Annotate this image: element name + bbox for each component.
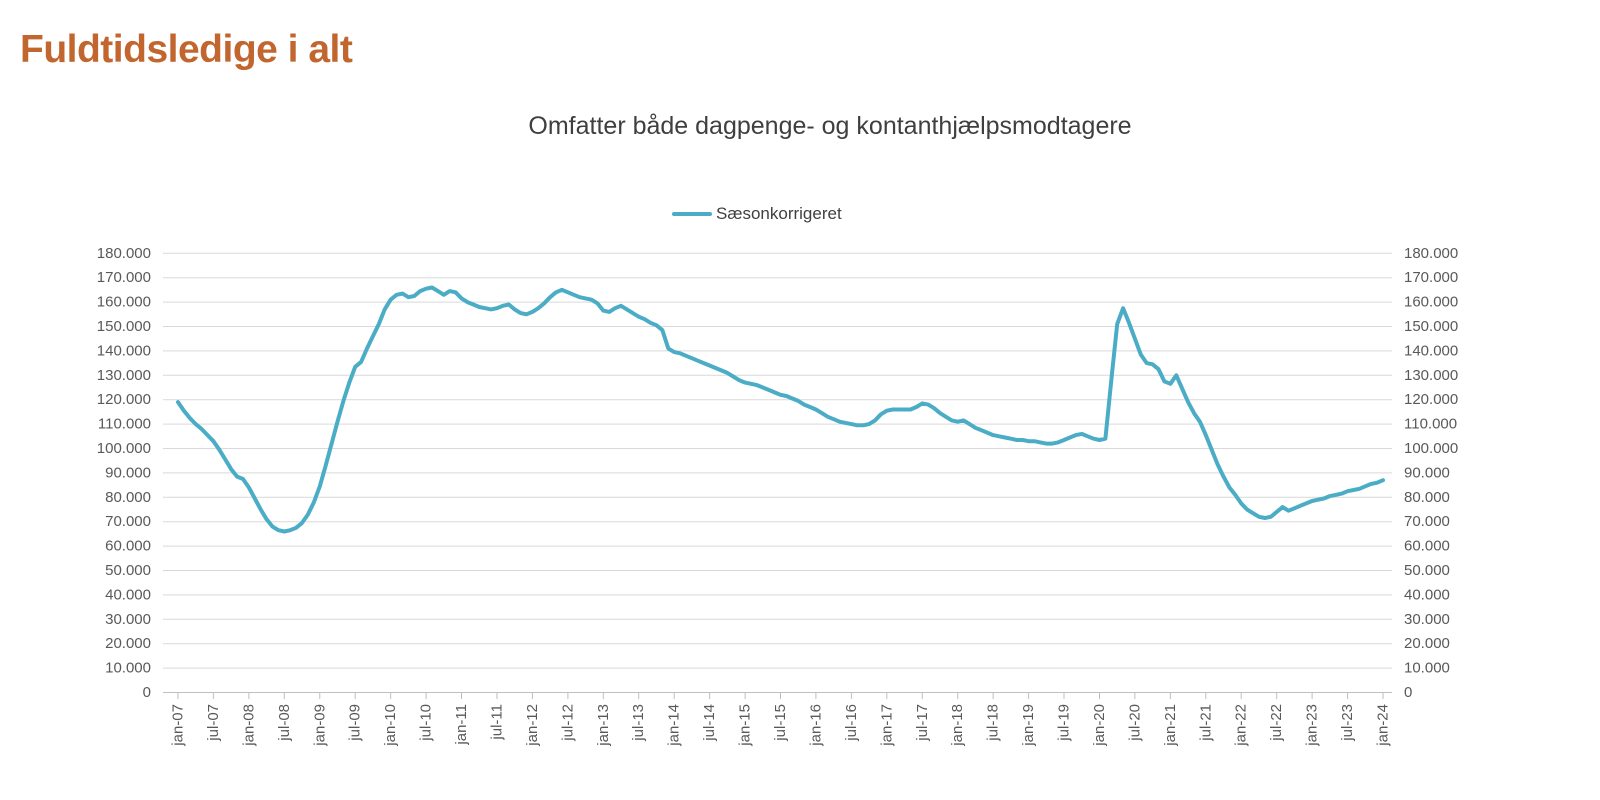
x-axis-label: jan-14 xyxy=(666,704,683,747)
y-axis-label-right: 70.000 xyxy=(1404,513,1450,530)
y-axis-label-left: 0 xyxy=(143,684,151,701)
y-axis-label-right: 50.000 xyxy=(1404,562,1450,579)
y-axis-label-right: 150.000 xyxy=(1404,318,1458,335)
x-axis-label: jan-20 xyxy=(1091,704,1108,747)
x-axis-label: jul-22 xyxy=(1268,704,1285,742)
y-axis-label-left: 130.000 xyxy=(97,367,151,384)
y-axis-label-right: 120.000 xyxy=(1404,391,1458,408)
x-axis-label: jul-13 xyxy=(630,704,647,742)
y-axis-label-left: 70.000 xyxy=(105,513,151,530)
y-axis-label-left: 60.000 xyxy=(105,538,151,555)
x-axis-label: jul-10 xyxy=(418,704,435,742)
x-axis-label: jul-07 xyxy=(205,704,222,742)
x-axis-label: jan-17 xyxy=(878,704,895,747)
x-axis-label: jan-16 xyxy=(807,704,824,747)
x-axis-label: jan-11 xyxy=(453,704,470,746)
y-axis-label-left: 100.000 xyxy=(97,440,151,457)
x-axis-label: jul-09 xyxy=(347,704,364,742)
y-axis-label-right: 180.000 xyxy=(1404,245,1458,262)
y-axis-label-right: 130.000 xyxy=(1404,367,1458,384)
legend-label: Sæsonkorrigeret xyxy=(716,204,842,223)
y-axis-label-right: 40.000 xyxy=(1404,586,1450,603)
y-axis-label-right: 160.000 xyxy=(1404,294,1458,311)
chart-subtitle: Omfatter både dagpenge- og kontanthjælps… xyxy=(528,112,1132,140)
y-axis-label-right: 20.000 xyxy=(1404,635,1450,652)
y-axis-label-left: 150.000 xyxy=(97,318,151,335)
y-axis-label-right: 60.000 xyxy=(1404,538,1450,555)
x-axis-label: jul-19 xyxy=(1056,704,1073,742)
chart-legend: Sæsonkorrigeret xyxy=(672,204,842,224)
x-axis-label: jul-11 xyxy=(489,704,506,741)
y-axis-label-left: 120.000 xyxy=(97,391,151,408)
x-axis-label: jul-08 xyxy=(276,704,293,742)
x-axis-label: jul-14 xyxy=(701,704,718,742)
x-axis-label: jul-20 xyxy=(1126,704,1143,742)
y-axis-label-right: 90.000 xyxy=(1404,464,1450,481)
x-axis-label: jan-08 xyxy=(240,704,257,747)
x-axis-label: jan-24 xyxy=(1375,704,1392,747)
y-axis-label-left: 180.000 xyxy=(97,245,151,262)
y-axis-label-left: 90.000 xyxy=(105,464,151,481)
x-axis-label: jul-15 xyxy=(772,704,789,742)
x-axis-label: jan-09 xyxy=(311,704,328,747)
y-axis-label-right: 140.000 xyxy=(1404,342,1458,359)
y-axis-label-left: 170.000 xyxy=(97,269,151,286)
y-axis-label-right: 0 xyxy=(1404,684,1412,701)
x-axis-label: jul-16 xyxy=(843,704,860,742)
x-axis-label: jul-21 xyxy=(1197,704,1214,742)
legend-line-swatch xyxy=(672,212,712,216)
x-axis-label: jan-07 xyxy=(170,704,187,747)
page-title: Fuldtidsledige i alt xyxy=(20,28,353,71)
data-line-saesonkorrigeret xyxy=(176,285,1385,534)
x-axis-label: jan-22 xyxy=(1233,704,1250,747)
x-axis-label: jul-12 xyxy=(559,704,576,742)
y-axis-label-left: 40.000 xyxy=(105,586,151,603)
x-axis-label: jul-17 xyxy=(914,704,931,742)
y-axis-label-left: 110.000 xyxy=(98,416,151,433)
y-axis-label-right: 170.000 xyxy=(1404,269,1458,286)
x-axis-label: jan-10 xyxy=(382,704,399,747)
y-axis-label-right: 10.000 xyxy=(1404,660,1450,677)
y-axis-label-right: 100.000 xyxy=(1404,440,1458,457)
y-axis-label-left: 30.000 xyxy=(105,611,151,628)
y-axis-label-right: 80.000 xyxy=(1404,489,1450,506)
y-axis-label-left: 20.000 xyxy=(105,635,151,652)
x-axis-label: jan-15 xyxy=(737,704,754,747)
x-axis-label: jan-18 xyxy=(949,704,966,747)
y-axis-label-right: 30.000 xyxy=(1404,611,1450,628)
x-axis-label: jan-13 xyxy=(595,704,612,747)
y-axis-label-left: 80.000 xyxy=(105,489,151,506)
y-axis-label-left: 140.000 xyxy=(97,342,151,359)
x-axis-label: jan-21 xyxy=(1162,704,1179,747)
y-axis-label-left: 50.000 xyxy=(105,562,151,579)
y-axis-label-right: 110.000 xyxy=(1404,416,1457,433)
x-axis-label: jan-23 xyxy=(1304,704,1321,747)
x-axis-label: jan-19 xyxy=(1020,704,1037,747)
x-axis-label: jan-12 xyxy=(524,704,541,747)
y-axis-label-left: 160.000 xyxy=(97,294,151,311)
x-axis-label: jul-18 xyxy=(985,704,1002,742)
y-axis-label-left: 10.000 xyxy=(105,660,151,677)
x-axis-label: jul-23 xyxy=(1339,704,1356,742)
